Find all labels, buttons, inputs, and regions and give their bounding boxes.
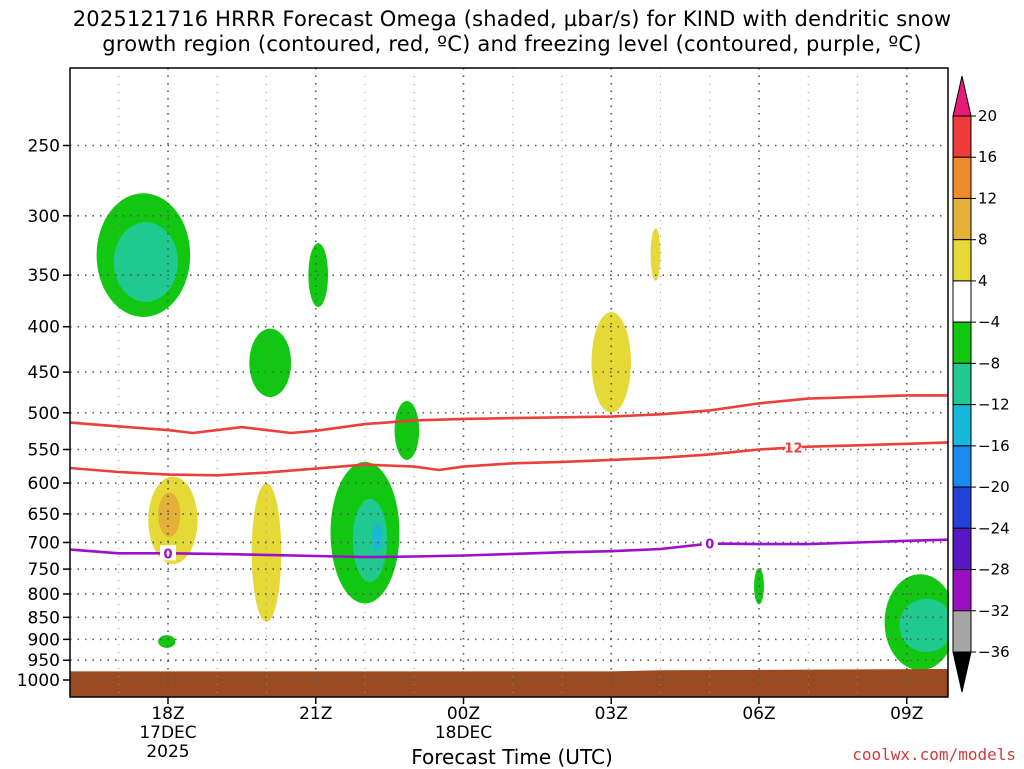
colorbar-min-arrow: [952, 651, 972, 693]
omega-region-16: [251, 483, 282, 622]
y-tick-label-650: 650: [28, 505, 60, 525]
y-tick-label-700: 700: [28, 533, 60, 553]
colorbar-segment-2: [952, 197, 972, 241]
colorbar-segment-8: [952, 445, 972, 488]
colorbar-label-10: −24: [978, 519, 1010, 537]
watermark-text: coolwx.com/models: [852, 745, 1016, 764]
y-tick-label-450: 450: [28, 363, 60, 383]
y-tick-label-950: 950: [28, 651, 60, 671]
y-tick-label-1000: 1000: [17, 671, 60, 691]
x-tick-label-21Z: 21Z: [299, 704, 332, 724]
chart-title-line1: 2025121716 HRRR Forecast Omega (shaded, …: [72, 7, 952, 31]
colorbar-label-1: 16: [978, 148, 997, 166]
ground-surface: [70, 669, 948, 697]
omega-region-10: [808, 145, 846, 317]
omega-region-0: [106, 106, 134, 158]
colorbar-label-9: −20: [978, 478, 1010, 496]
y-tick-label-550: 550: [28, 440, 60, 460]
colorbar-segment-11: [952, 569, 972, 612]
y-tick-label-900: 900: [28, 630, 60, 650]
colorbar-segment-3: [952, 239, 972, 282]
y-tick-label-600: 600: [28, 474, 60, 494]
y-tick-label-800: 800: [28, 585, 60, 605]
colorbar-label-4: 4: [978, 272, 988, 290]
y-tick-label-400: 400: [28, 318, 60, 338]
axes-layer: 2503003504004505005506006507007508008509…: [17, 67, 949, 762]
colorbar-label-13: −36: [978, 643, 1010, 661]
colorbar-segment-5: [952, 321, 972, 364]
omega-region-26: [899, 598, 954, 653]
contour-label-1-0: 12: [784, 442, 802, 457]
x-tick-year-18Z: 2025: [146, 742, 189, 762]
omega-region-6: [394, 401, 420, 460]
colorbar-label-0: 20: [978, 107, 997, 125]
y-tick-label-300: 300: [28, 207, 60, 227]
colorbar-segment-0: [952, 115, 972, 158]
omega-region-9: [591, 311, 631, 413]
y-tick-label-750: 750: [28, 560, 60, 580]
contour-label-2-0: 0: [705, 538, 714, 553]
contour-line-2: [69, 538, 949, 559]
omega-region-23: [783, 504, 819, 567]
x-tick-label-06Z: 06Z: [742, 704, 775, 724]
colorbar-label-7: −12: [978, 396, 1010, 414]
grid-layer: [70, 68, 948, 697]
x-tick-date-00Z: 18DEC: [435, 723, 492, 743]
colorbar-segment-10: [952, 527, 972, 571]
x-tick-label-18Z: 18Z: [151, 704, 184, 724]
plot-frame: [69, 67, 949, 698]
colorbar-label-8: −16: [978, 437, 1010, 455]
colorbar-label-2: 12: [978, 189, 997, 207]
omega-region-8: [650, 228, 661, 281]
colorbar-label-5: −4: [978, 313, 1000, 331]
omega-region-18: [352, 498, 388, 582]
colorbar-label-12: −32: [978, 602, 1010, 620]
omega-region-19: [372, 522, 383, 551]
x-tick-label-09Z: 09Z: [890, 704, 923, 724]
omega-region-1: [259, 175, 274, 210]
colorbar-segment-7: [952, 404, 972, 447]
x-axis-title: Forecast Time (UTC): [411, 745, 613, 769]
omega-region-21: [562, 571, 612, 594]
colorbar-label-11: −28: [978, 561, 1010, 579]
colorbar: 20 16 12 8 4 −4 −8 −12 −16 −20 −24 −28 −32 −36: [952, 75, 1010, 693]
y-tick-label-850: 850: [28, 608, 60, 628]
colorbar-label-6: −8: [978, 354, 1000, 372]
chart-title-line2: growth region (contoured, red, ºC) and f…: [102, 32, 922, 56]
omega-region-14: [158, 492, 181, 537]
contour-layer: 12 0 0: [69, 394, 949, 562]
colorbar-segment-12: [952, 610, 972, 653]
colorbar-segment-9: [952, 486, 972, 529]
omega-region-5: [249, 328, 292, 398]
colorbar-segment-4: [952, 280, 972, 323]
omega-region-24: [803, 579, 870, 644]
x-tick-label-00Z: 00Z: [447, 704, 480, 724]
x-tick-label-03Z: 03Z: [595, 704, 628, 724]
y-tick-label-250: 250: [28, 137, 60, 157]
x-tick-date-18Z: 17DEC: [139, 723, 196, 743]
colorbar-segment-1: [952, 156, 972, 199]
omega-region-20: [158, 635, 176, 648]
contour-line-0: [69, 394, 948, 435]
colorbar-label-3: 8: [978, 231, 988, 249]
y-tick-label-500: 500: [28, 404, 60, 424]
y-tick-label-350: 350: [28, 266, 60, 286]
plot-background: [70, 68, 948, 697]
contour-label-2-1: 0: [163, 547, 172, 562]
omega-region-11: [884, 311, 956, 377]
colorbar-segment-6: [952, 362, 972, 406]
omega-shading-layer: [70, 68, 961, 697]
omega-region-3: [113, 222, 178, 302]
